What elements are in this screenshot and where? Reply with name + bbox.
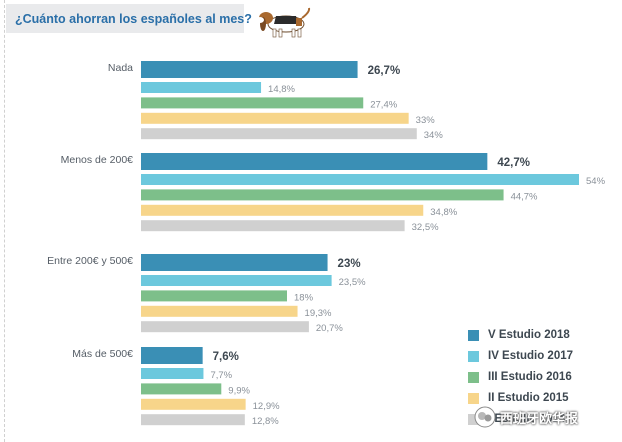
category-label: Más de 500€ <box>72 348 133 360</box>
data-label: 12,9% <box>253 401 280 412</box>
basset-dog-icon <box>256 7 311 38</box>
legend-item: IV Estudio 2017 <box>468 347 618 368</box>
legend-item: V Estudio 2018 <box>468 326 618 347</box>
data-label: 7,7% <box>210 370 232 381</box>
left-dashed-rule <box>4 0 5 442</box>
data-label: 27,4% <box>370 99 397 110</box>
data-label: 9,9% <box>228 385 250 396</box>
data-label: 23% <box>338 258 361 270</box>
category-label: Menos de 200€ <box>61 154 134 166</box>
category-label: Nada <box>108 62 133 74</box>
legend-label: II Estudio 2015 <box>488 392 569 404</box>
data-label: 14,8% <box>268 84 295 95</box>
data-label: 19,3% <box>305 308 332 319</box>
bar <box>141 204 424 216</box>
bar <box>141 112 409 124</box>
legend-label: V Estudio 2018 <box>488 329 570 341</box>
bar <box>141 321 309 333</box>
bar <box>141 290 287 302</box>
data-label: 44,7% <box>511 191 538 202</box>
title-box: ¿Cuánto ahorran los españoles al mes? <box>6 4 252 33</box>
bar <box>141 189 504 201</box>
legend-swatch <box>468 330 479 341</box>
data-label: 23,5% <box>339 277 366 288</box>
bar <box>141 414 245 426</box>
watermark: 西班牙欧华报 <box>474 400 622 440</box>
watermark-text: 西班牙欧华报 <box>500 411 579 426</box>
bar <box>141 305 298 317</box>
legend-item: III Estudio 2016 <box>468 368 618 389</box>
data-label: 42,7% <box>497 157 530 169</box>
bar <box>141 153 488 170</box>
bar <box>141 174 579 185</box>
bar <box>141 347 203 364</box>
bar <box>141 97 364 109</box>
bar <box>141 254 328 271</box>
bar <box>141 128 417 140</box>
legend: V Estudio 2018 IV Estudio 2017 III Estud… <box>468 326 618 431</box>
data-label: 34% <box>424 130 444 141</box>
data-label: 12,8% <box>252 416 279 427</box>
data-label: 32,5% <box>412 222 439 233</box>
legend-swatch <box>468 393 479 404</box>
legend-swatch <box>468 372 479 383</box>
chat-bubble-icon <box>474 406 496 428</box>
bar <box>141 220 405 232</box>
bar <box>141 368 204 379</box>
legend-item: I Estudio 2014 <box>468 410 618 431</box>
legend-swatch <box>468 414 479 425</box>
legend-label: III Estudio 2016 <box>488 371 572 383</box>
legend-label: I Estudio 2014 <box>488 413 566 425</box>
data-label: 18% <box>294 292 314 303</box>
bar <box>141 275 332 286</box>
legend-swatch <box>468 351 479 362</box>
bar <box>141 82 262 93</box>
data-label: 20,7% <box>316 323 343 334</box>
chart-title: ¿Cuánto ahorran los españoles al mes? <box>15 12 252 26</box>
data-label: 7,6% <box>213 351 239 363</box>
category-label: Entre 200€ y 500€ <box>47 255 133 267</box>
data-label: 34,8% <box>430 207 457 218</box>
bar <box>141 61 358 78</box>
legend-item: II Estudio 2015 <box>468 389 618 410</box>
bar <box>141 383 222 395</box>
legend-label: IV Estudio 2017 <box>488 350 574 362</box>
data-label: 54% <box>586 176 606 187</box>
bar <box>141 398 246 410</box>
data-label: 33% <box>416 115 436 126</box>
data-label: 26,7% <box>368 65 401 77</box>
